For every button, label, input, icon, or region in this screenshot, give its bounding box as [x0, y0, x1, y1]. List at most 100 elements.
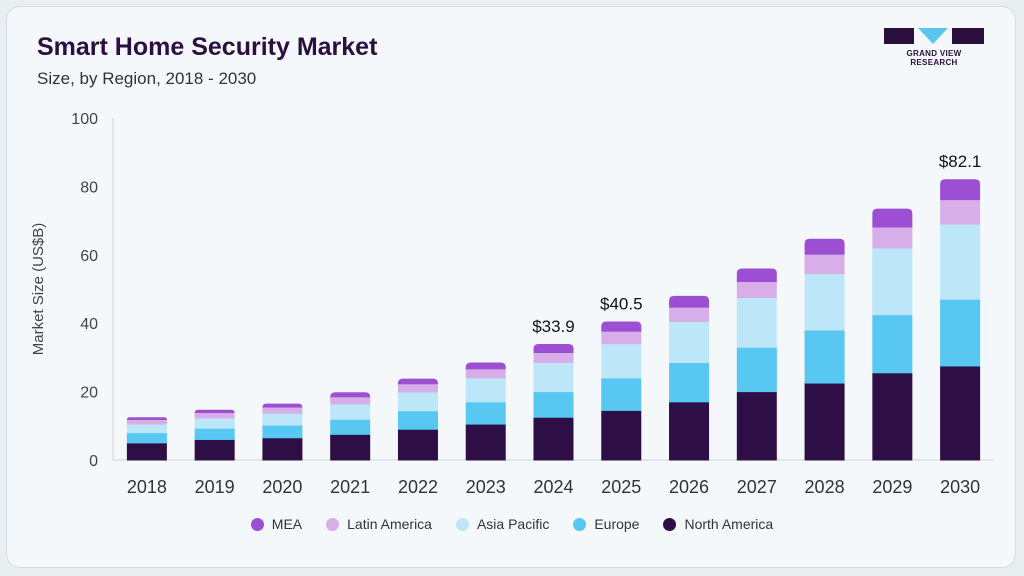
bar-segment	[465, 369, 506, 379]
bar-stack-2018	[126, 417, 167, 461]
bar-segment	[262, 407, 303, 414]
legend-label: MEA	[271, 516, 303, 532]
bar-stack-2021	[330, 392, 371, 461]
bar-segment	[872, 208, 913, 228]
bar-segment	[330, 419, 371, 435]
bar-segment	[465, 424, 506, 461]
y-tick-label: 40	[80, 316, 98, 333]
chart-title: Smart Home Security Market	[37, 33, 378, 61]
bar-segment	[669, 295, 710, 308]
legend-item: Latin America	[326, 516, 432, 532]
bar-segment	[194, 409, 235, 414]
bar-segment	[669, 307, 710, 322]
bar-segment	[262, 403, 303, 408]
x-tick-label: 2027	[737, 477, 777, 497]
legend-swatch	[573, 517, 587, 531]
total-value-label: $33.9	[532, 317, 575, 336]
x-tick-label: 2019	[195, 477, 235, 497]
chart-card: Smart Home Security Market Size, by Regi…	[6, 6, 1016, 568]
bar-segment	[397, 384, 438, 393]
bar-segment	[736, 391, 777, 461]
bar-segment	[330, 392, 371, 398]
bar-segment	[465, 377, 506, 403]
bar-segment	[533, 344, 574, 353]
legend-item: MEA	[250, 516, 303, 532]
bar-segment	[872, 247, 913, 316]
logo-text: GRAND VIEW RESEARCH	[906, 49, 962, 67]
chart-subtitle: Size, by Region, 2018 - 2030	[37, 69, 257, 88]
bar-segment	[126, 442, 167, 461]
bar-segment	[940, 200, 981, 225]
legend-swatch	[455, 517, 469, 531]
y-tick-label: 60	[80, 248, 98, 265]
x-tick-label: 2025	[601, 477, 641, 497]
bar-segment	[669, 401, 710, 461]
y-ticks: 0 20 40 60 80 100	[71, 111, 98, 470]
legend-item: Asia Pacific	[455, 516, 550, 532]
bar-segment	[126, 424, 167, 434]
x-tick-label: 2021	[330, 477, 370, 497]
y-tick-label: 0	[89, 453, 98, 470]
y-axis-label: Market Size (US$B)	[30, 223, 47, 356]
bar-segment	[194, 413, 235, 419]
x-tick-label: 2029	[872, 477, 912, 497]
bar-segment	[330, 397, 371, 405]
bar-stack-2022	[397, 378, 438, 461]
bar-segment	[872, 314, 913, 374]
bar-segment	[804, 254, 845, 275]
bar-segment	[397, 378, 438, 385]
bar-segment	[126, 417, 167, 420]
x-tick-label: 2030	[940, 477, 980, 497]
bar-segment	[465, 401, 506, 425]
bar-stack-2020	[262, 403, 303, 461]
bar-segment	[872, 372, 913, 461]
bar-stack-2024	[533, 344, 574, 461]
bar-segment	[262, 425, 303, 439]
bar-stack-2029	[872, 208, 913, 461]
bar-segment	[669, 362, 710, 403]
bar-stack-2023	[465, 362, 506, 461]
legend-item: Europe	[573, 516, 639, 532]
y-tick-label: 100	[71, 111, 98, 128]
legend-label: North America	[684, 516, 774, 532]
bar-segment	[194, 417, 235, 429]
bar-segment	[736, 347, 777, 393]
legend-swatch	[326, 517, 340, 531]
bar-segment	[940, 224, 981, 300]
bar-segment	[330, 434, 371, 461]
x-tick-label: 2028	[805, 477, 845, 497]
bar-segment	[533, 352, 574, 364]
bar-segment	[397, 410, 438, 430]
bar-segment	[601, 377, 642, 411]
bar-segment	[397, 391, 438, 412]
bar-segment	[601, 410, 642, 461]
bar-stack-2030	[940, 179, 981, 461]
legend-label: Asia Pacific	[476, 516, 550, 532]
legend: MEA Latin America Asia Pacific Europe North …	[0, 516, 1024, 532]
bar-segment	[126, 432, 167, 444]
bar-segment	[940, 365, 981, 461]
bar-segment	[804, 330, 845, 384]
bar-segment	[669, 321, 710, 364]
total-value-label: $82.1	[939, 152, 982, 171]
bar-stack-2019	[194, 409, 235, 461]
bars	[126, 179, 981, 461]
x-tick-label: 2024	[533, 477, 573, 497]
bar-segment	[465, 362, 506, 370]
bar-segment	[940, 299, 981, 367]
x-ticks: 2018 2019 2020 2021 2022 2023 2024 2025 2026 2027…	[127, 477, 980, 497]
bar-stack-2027	[736, 268, 777, 461]
bar-segment	[126, 419, 167, 425]
bar-segment	[533, 391, 574, 418]
legend-swatch	[250, 517, 264, 531]
bar-segment	[804, 383, 845, 461]
x-tick-label: 2026	[669, 477, 709, 497]
bar-segment	[262, 413, 303, 426]
bar-segment	[940, 179, 981, 201]
value-annotations: $33.9 $40.5 $82.1	[532, 152, 981, 336]
legend-label: Latin America	[347, 516, 432, 532]
bar-segment	[533, 417, 574, 461]
x-tick-label: 2020	[262, 477, 302, 497]
bar-segment	[194, 428, 235, 440]
